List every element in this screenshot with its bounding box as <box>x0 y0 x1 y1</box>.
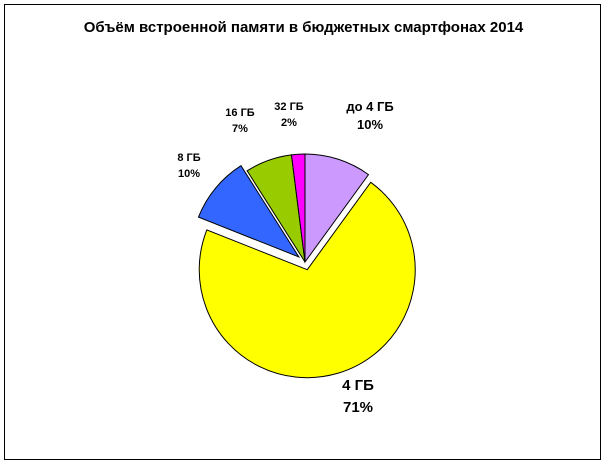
pie-slice-2 <box>198 181 416 379</box>
pie-slice-3 <box>197 165 301 258</box>
slice-percent-5: 2% <box>281 117 297 129</box>
chart-title: Объём встроенной памяти в бюджетных смар… <box>83 19 524 36</box>
slice-label-2: 4 ГБ <box>342 377 374 394</box>
slice-percent-2: 71% <box>343 399 373 416</box>
slice-label-1: до 4 ГБ <box>346 99 393 114</box>
slice-label-3: 8 ГБ <box>177 152 200 164</box>
slice-percent-3: 10% <box>178 168 200 180</box>
slice-label-4: 16 ГБ <box>225 107 255 119</box>
slice-percent-4: 7% <box>232 123 248 135</box>
slice-label-5: 32 ГБ <box>274 101 304 113</box>
pie-slice-5 <box>290 153 306 263</box>
slice-percent-1: 10% <box>357 117 383 132</box>
